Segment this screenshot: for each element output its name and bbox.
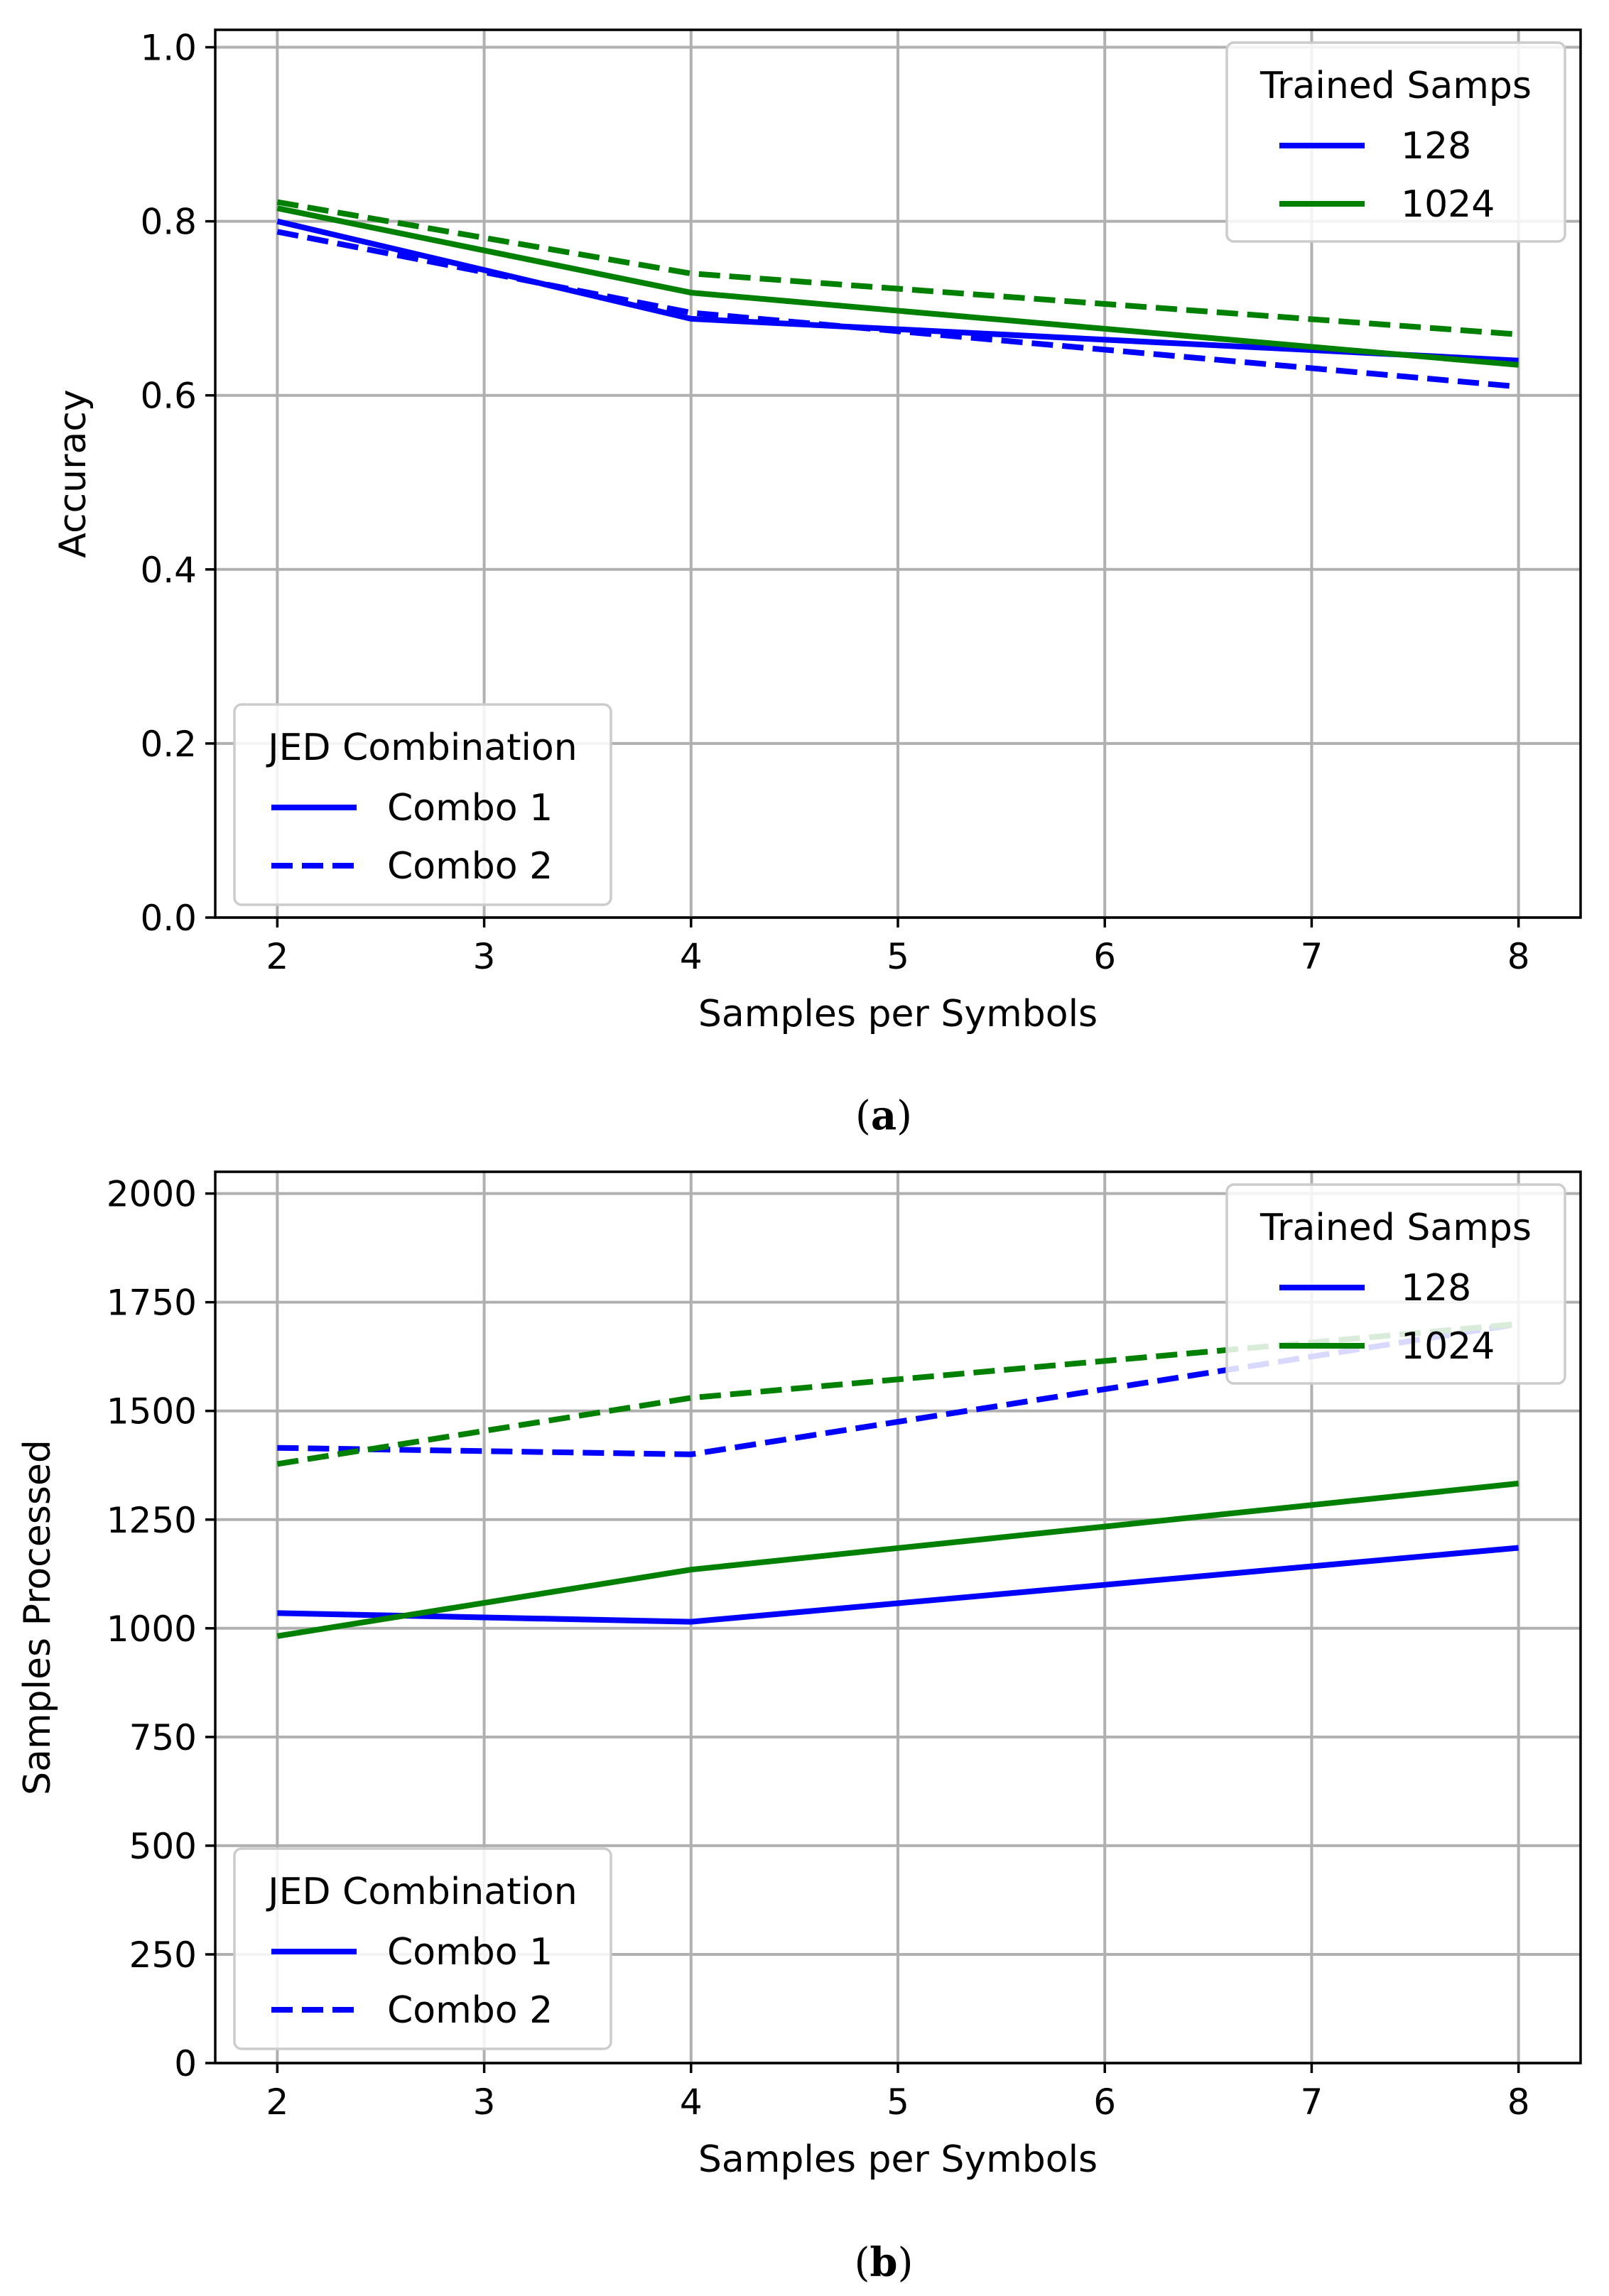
chart-b-xtick-label: 7 bbox=[1301, 2082, 1323, 2123]
chart-a-ytick-label: 0.0 bbox=[140, 898, 197, 939]
chart-a-ylabel: Accuracy bbox=[52, 389, 94, 557]
chart-a-xtick-label: 6 bbox=[1093, 936, 1116, 977]
chart-b-xtick-label: 3 bbox=[473, 2082, 496, 2123]
chart-a-xtick-label: 4 bbox=[680, 936, 703, 977]
chart-b-ytick-label: 0 bbox=[174, 2043, 197, 2084]
chart-a-caption: (a) bbox=[855, 1092, 912, 1139]
chart-b-ytick-label: 1250 bbox=[107, 1500, 197, 1541]
chart-b-legend-samps-box bbox=[1225, 1183, 1566, 1385]
chart-b-ytick-label: 750 bbox=[129, 1717, 197, 1758]
chart-b-xtick-label: 6 bbox=[1093, 2082, 1116, 2123]
chart-a-legend-combo-label: Combo 1 bbox=[387, 787, 553, 829]
chart-b-ytick-label: 1500 bbox=[107, 1391, 197, 1432]
chart-b-caption: (b) bbox=[855, 2239, 914, 2286]
chart-a-ytick-label: 0.8 bbox=[140, 202, 197, 243]
chart-b-xtick-label: 4 bbox=[680, 2082, 703, 2123]
chart-b-samples-processed: 2 3 4 5 6 7 8 0 250 500 750 1000 1250 1500 1750 2000 Sam… bbox=[16, 1170, 1582, 2286]
chart-b-ytick-label: 2000 bbox=[107, 1174, 197, 1215]
chart-b-legend-combo-title: JED Combination bbox=[266, 1871, 577, 1913]
chart-a-series-128-combo-1 bbox=[276, 218, 1519, 364]
chart-a-series-1024-combo-2 bbox=[276, 199, 1519, 337]
chart-a-legend-combo-box bbox=[233, 703, 612, 906]
chart-b-series-1024-combo-2 bbox=[276, 1321, 1519, 1467]
chart-b-legend-samps-label: 1024 bbox=[1401, 1325, 1495, 1368]
chart-b-legend-combo-label: Combo 2 bbox=[387, 1989, 553, 2032]
chart-a-legend-samps-label: 1024 bbox=[1401, 183, 1495, 226]
chart-b-legend-combo-box bbox=[233, 1847, 612, 2050]
chart-a-legend-samps-label: 128 bbox=[1401, 125, 1471, 168]
chart-a-series-1024-combo-1 bbox=[276, 205, 1519, 368]
chart-a-series-128-combo-2 bbox=[276, 229, 1519, 390]
chart-b-series-128-combo-2 bbox=[277, 1321, 1519, 1457]
chart-a-ytick-label: 0.6 bbox=[140, 376, 197, 417]
chart-a-xtick-label: 8 bbox=[1507, 936, 1530, 977]
chart-b-ytick-label: 1750 bbox=[107, 1283, 197, 1324]
chart-a-xtick-label: 5 bbox=[887, 936, 909, 977]
chart-a-xtick-label: 2 bbox=[266, 936, 288, 977]
chart-b-ytick-label: 250 bbox=[129, 1935, 197, 1976]
chart-a-ytick-label: 0.4 bbox=[140, 550, 197, 591]
chart-a-legend-combo-label: Combo 2 bbox=[387, 845, 553, 888]
chart-b-xtick-label: 8 bbox=[1507, 2082, 1530, 2123]
chart-b-xtick-label: 2 bbox=[266, 2082, 288, 2123]
chart-a-legend-samps-box bbox=[1225, 41, 1566, 243]
chart-a-legend-combo-title: JED Combination bbox=[266, 727, 577, 769]
chart-a-ytick-label: 1.0 bbox=[140, 28, 197, 69]
chart-a-legend-samps-title: Trained Samps bbox=[1259, 65, 1532, 107]
chart-b-legend-samps-title: Trained Samps bbox=[1259, 1207, 1532, 1249]
chart-a-xtick-label: 7 bbox=[1301, 936, 1323, 977]
chart-a-xlabel: Samples per Symbols bbox=[698, 993, 1098, 1035]
chart-b-series-1024-combo-1 bbox=[276, 1480, 1519, 1639]
chart-a-ytick-label: 0.2 bbox=[140, 724, 197, 765]
chart-a-accuracy: 2 3 4 5 6 7 8 0.0 0.2 0.4 0.6 0.8 1.0 Samples per Sym… bbox=[52, 28, 1582, 1139]
chart-b-xlabel: Samples per Symbols bbox=[698, 2138, 1098, 2181]
chart-a-xtick-label: 3 bbox=[473, 936, 496, 977]
chart-b-ytick-label: 500 bbox=[129, 1826, 197, 1867]
chart-b-legend-combo-label: Combo 1 bbox=[387, 1931, 553, 1974]
chart-b-xtick-label: 5 bbox=[887, 2082, 909, 2123]
chart-b-ytick-label: 1000 bbox=[107, 1609, 197, 1650]
chart-b-ylabel: Samples Processed bbox=[16, 1440, 59, 1795]
chart-b-legend-samps-label: 128 bbox=[1401, 1267, 1471, 1310]
